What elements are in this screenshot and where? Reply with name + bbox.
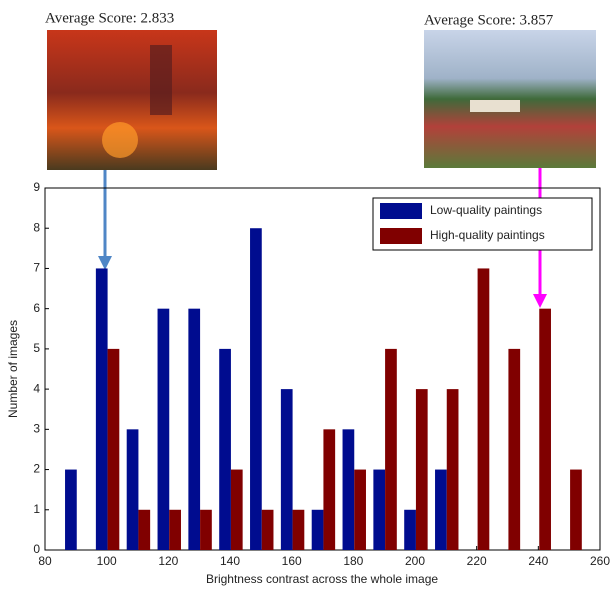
legend-label: High-quality paintings (430, 228, 545, 242)
bar (323, 429, 335, 550)
x-tick-label: 160 (282, 554, 302, 568)
y-tick-label: 7 (33, 261, 40, 275)
painting-high (424, 30, 596, 168)
x-tick-label: 220 (467, 554, 487, 568)
bar (169, 510, 181, 550)
y-tick-label: 9 (33, 180, 40, 194)
bar (354, 470, 366, 550)
bar (65, 470, 77, 550)
x-tick-label: 120 (158, 554, 178, 568)
bar (219, 349, 231, 550)
x-tick-label: 180 (343, 554, 363, 568)
bar (281, 389, 293, 550)
y-tick-label: 8 (33, 220, 40, 234)
arrow-head (98, 256, 112, 270)
x-tick-label: 140 (220, 554, 240, 568)
bar (250, 228, 262, 550)
y-tick-label: 2 (33, 462, 40, 476)
bar (96, 268, 108, 550)
y-axis-label: Number of images (6, 320, 20, 418)
x-tick-label: 100 (97, 554, 117, 568)
painting-detail (470, 100, 520, 112)
y-tick-label: 6 (33, 301, 40, 315)
x-tick-label: 200 (405, 554, 425, 568)
bar (293, 510, 305, 550)
bar (108, 349, 120, 550)
bar (385, 349, 397, 550)
bar (570, 470, 582, 550)
painting-detail (150, 45, 172, 115)
x-tick-label: 260 (590, 554, 610, 568)
bar (188, 309, 200, 550)
bar (539, 309, 551, 550)
bar (447, 389, 459, 550)
y-tick-label: 1 (33, 502, 40, 516)
bar (200, 510, 212, 550)
bar (262, 510, 274, 550)
bar (343, 429, 355, 550)
bar (231, 470, 243, 550)
legend-swatch (380, 228, 422, 244)
x-tick-label: 240 (528, 554, 548, 568)
chart: Average Score: 2.833 Average Score: 3.85… (0, 0, 613, 593)
bar (478, 268, 490, 550)
legend-swatch (380, 203, 422, 219)
bar (435, 470, 447, 550)
y-tick-label: 5 (33, 341, 40, 355)
bar (127, 429, 139, 550)
bar (404, 510, 416, 550)
bar (158, 309, 170, 550)
bar (508, 349, 520, 550)
y-tick-label: 4 (33, 381, 40, 395)
bar (416, 389, 428, 550)
painting-detail (102, 122, 138, 158)
annotation: Average Score: 2.833 (45, 10, 174, 26)
arrow-head (533, 294, 547, 308)
legend-label: Low-quality paintings (430, 203, 542, 217)
bar (138, 510, 150, 550)
bar (312, 510, 324, 550)
y-tick-label: 3 (33, 422, 40, 436)
x-tick-label: 80 (38, 554, 52, 568)
bar (373, 470, 385, 550)
x-axis-label: Brightness contrast across the whole ima… (206, 572, 438, 586)
annotation: Average Score: 3.857 (424, 12, 554, 28)
